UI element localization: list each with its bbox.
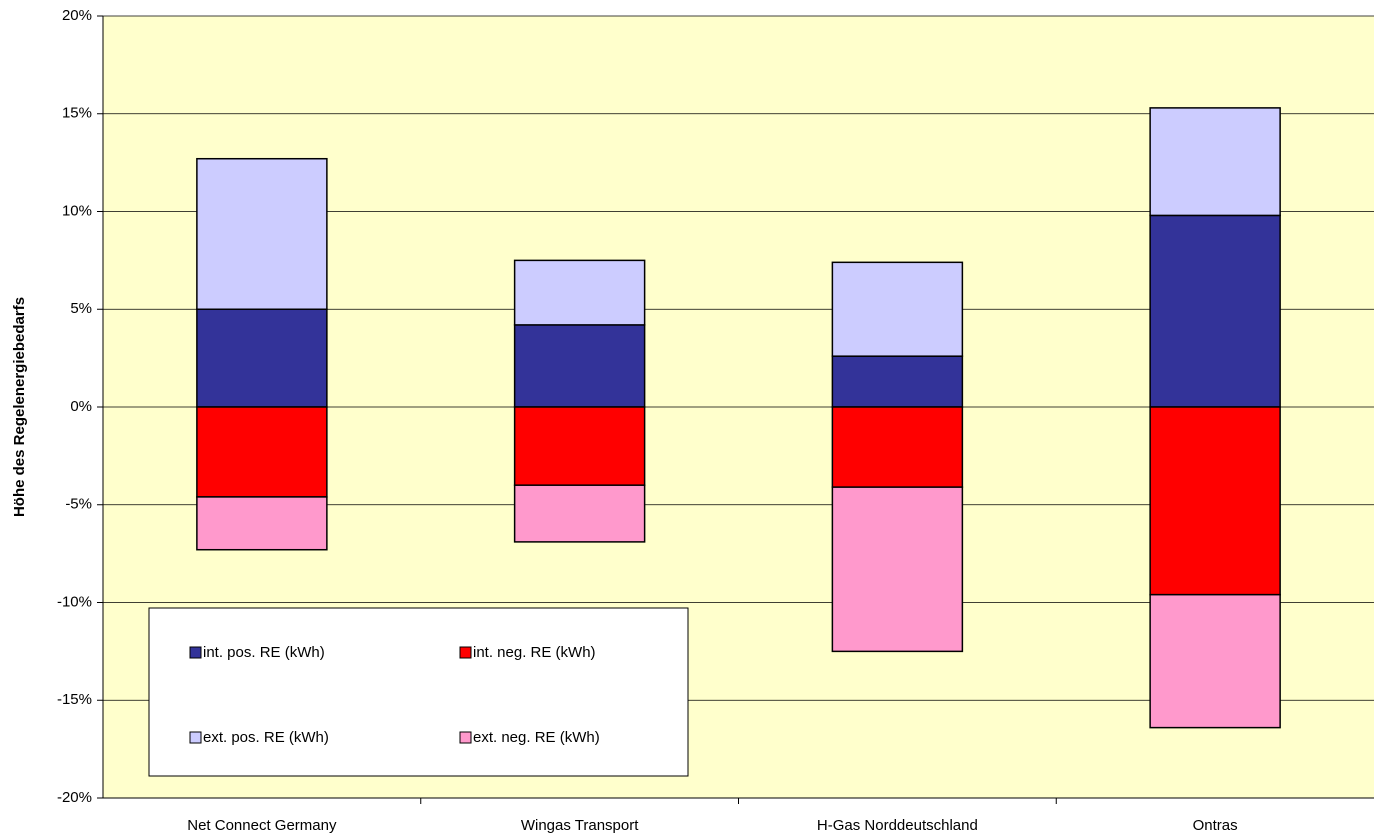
- x-tick-label: H-Gas Norddeutschland: [817, 817, 978, 834]
- bar-segment: [1149, 406, 1281, 596]
- bar-segment: [831, 355, 964, 408]
- legend-label: int. neg. RE (kWh): [473, 644, 596, 661]
- bar-segment: [513, 324, 646, 408]
- bar-segment: [831, 486, 964, 653]
- y-tick-label: 20%: [62, 7, 92, 24]
- x-tick-label: Ontras: [1193, 817, 1238, 834]
- x-tick-label: Wingas Transport: [521, 817, 639, 834]
- y-tick-label: -15%: [57, 691, 92, 708]
- bar-segment: [831, 261, 964, 357]
- legend-swatch: [459, 731, 472, 744]
- x-tick-label: Net Connect Germany: [187, 817, 337, 834]
- legend-swatch: [459, 646, 472, 659]
- y-tick-label: 0%: [70, 398, 92, 415]
- y-tick-label: 10%: [62, 202, 92, 219]
- legend-box: [148, 607, 689, 777]
- legend-label: ext. pos. RE (kWh): [203, 729, 329, 746]
- y-axis-title: Höhe des Regelenergiebedarfs: [11, 297, 28, 517]
- bar-segment: [1149, 593, 1281, 729]
- y-tick-label: 5%: [70, 300, 92, 317]
- bar-segment: [513, 484, 646, 543]
- y-tick-label: -20%: [57, 789, 92, 806]
- legend-swatch: [189, 731, 202, 744]
- legend-label: ext. neg. RE (kWh): [473, 729, 600, 746]
- bar-segment: [196, 157, 328, 310]
- bar-segment: [1149, 214, 1281, 408]
- y-tick-label: -10%: [57, 593, 92, 610]
- bar-segment: [513, 259, 646, 326]
- legend-swatch: [189, 646, 202, 659]
- bar-segment: [513, 406, 646, 486]
- y-tick-label: 15%: [62, 105, 92, 122]
- bar-segment: [831, 406, 964, 488]
- bar-segment: [196, 406, 328, 498]
- bar-segment: [1149, 107, 1281, 217]
- y-tick-label: -5%: [65, 496, 92, 513]
- bar-segment: [196, 308, 328, 408]
- bar-segment: [196, 496, 328, 551]
- legend-label: int. pos. RE (kWh): [203, 644, 325, 661]
